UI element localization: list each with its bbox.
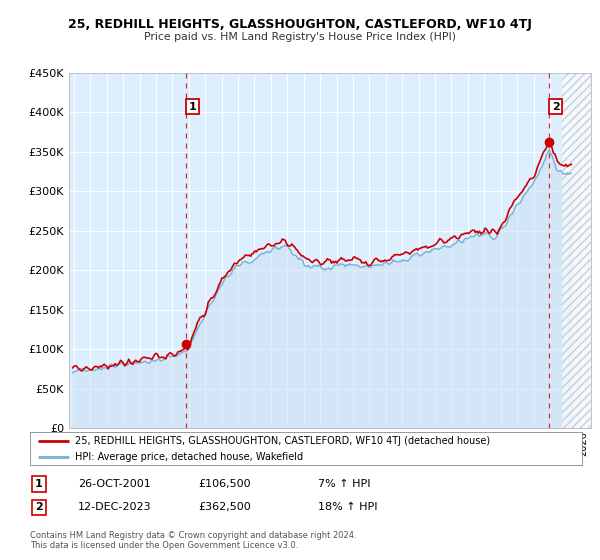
Text: 1: 1 (35, 479, 43, 489)
Text: 25, REDHILL HEIGHTS, GLASSHOUGHTON, CASTLEFORD, WF10 4TJ (detached house): 25, REDHILL HEIGHTS, GLASSHOUGHTON, CAST… (75, 436, 490, 446)
Text: This data is licensed under the Open Government Licence v3.0.: This data is licensed under the Open Gov… (30, 541, 298, 550)
Text: Contains HM Land Registry data © Crown copyright and database right 2024.: Contains HM Land Registry data © Crown c… (30, 531, 356, 540)
Bar (562, 73, 600, 428)
Text: 25, REDHILL HEIGHTS, GLASSHOUGHTON, CASTLEFORD, WF10 4TJ: 25, REDHILL HEIGHTS, GLASSHOUGHTON, CAST… (68, 18, 532, 31)
Text: 26-OCT-2001: 26-OCT-2001 (78, 479, 151, 489)
Text: £362,500: £362,500 (198, 502, 251, 512)
Text: HPI: Average price, detached house, Wakefield: HPI: Average price, detached house, Wake… (75, 452, 304, 461)
Text: 18% ↑ HPI: 18% ↑ HPI (318, 502, 377, 512)
Text: £106,500: £106,500 (198, 479, 251, 489)
Text: 7% ↑ HPI: 7% ↑ HPI (318, 479, 371, 489)
Bar (562, 73, 600, 428)
Text: Price paid vs. HM Land Registry's House Price Index (HPI): Price paid vs. HM Land Registry's House … (144, 32, 456, 42)
Text: 12-DEC-2023: 12-DEC-2023 (78, 502, 152, 512)
Text: 2: 2 (552, 101, 560, 111)
Text: 2: 2 (35, 502, 43, 512)
Text: 1: 1 (188, 101, 196, 111)
